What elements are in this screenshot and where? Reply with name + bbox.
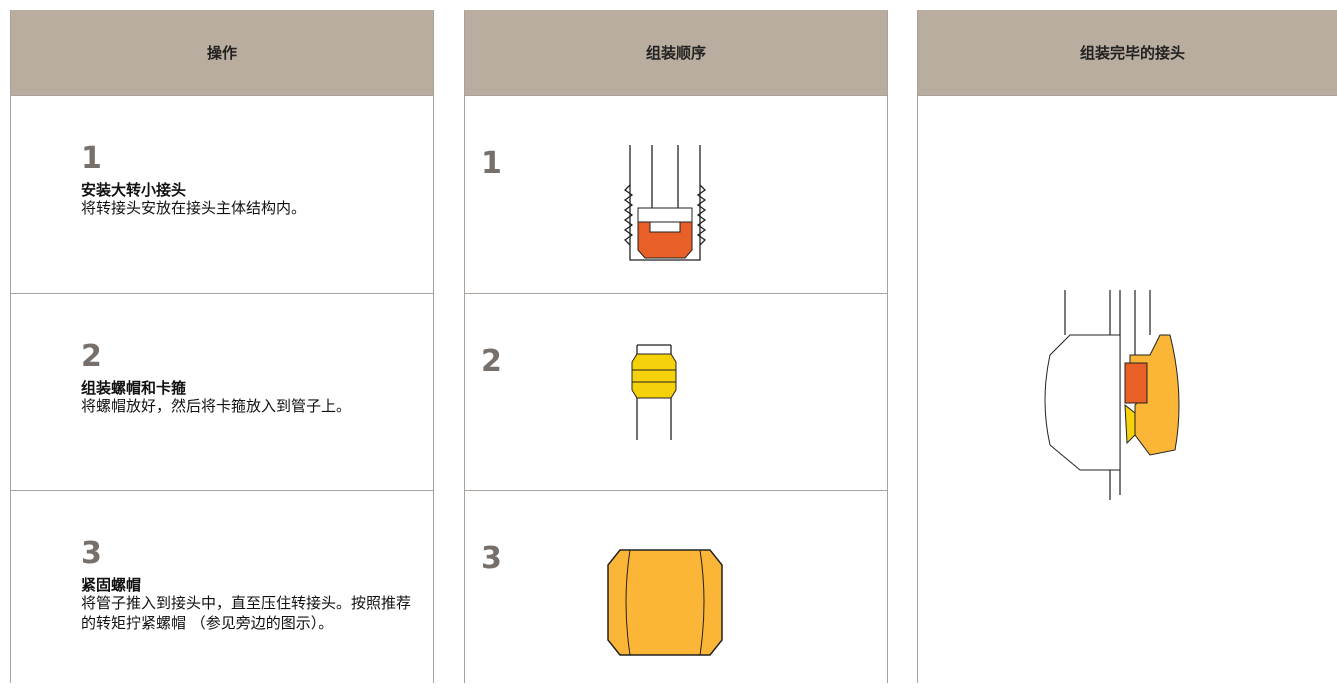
illustration-assembled xyxy=(1044,290,1180,500)
step-title: 安装大转小接头 xyxy=(81,181,187,199)
sequence-number: 1 xyxy=(481,146,502,181)
sequence-column: 组装顺序 1 2 3 xyxy=(464,10,888,683)
illustration-ferrule xyxy=(631,344,677,440)
sequence-number: 2 xyxy=(481,344,502,379)
result-column: 组装完毕的接头 xyxy=(917,10,1337,683)
step-number: 3 xyxy=(81,536,102,571)
step-description: 将管子推入到接头中，直至压住转接头。按照推荐的转矩拧紧螺帽 （参见旁边的图示）。 xyxy=(81,594,412,632)
step-number: 2 xyxy=(81,339,102,374)
column-header: 组装完毕的接头 xyxy=(918,10,1337,95)
step-description: 将螺帽放好，然后将卡箍放入到管子上。 xyxy=(81,397,352,415)
column-header: 操作 xyxy=(11,10,433,95)
result-row xyxy=(918,95,1337,684)
sequence-row: 1 xyxy=(465,95,887,293)
step-row: 1 安装大转小接头 将转接头安放在接头主体结构内。 xyxy=(11,95,433,293)
step-title: 紧固螺帽 xyxy=(81,576,142,594)
step-row: 3 紧固螺帽 将管子推入到接头中，直至压住转接头。按照推荐的转矩拧紧螺帽 （参见旁边… xyxy=(11,490,433,688)
illustration-nut xyxy=(607,549,723,656)
illustration-adapter xyxy=(623,145,707,261)
step-title: 组装螺帽和卡箍 xyxy=(81,379,187,397)
sequence-row: 3 xyxy=(465,490,887,688)
operation-column: 操作 1 安装大转小接头 将转接头安放在接头主体结构内。 2 组装螺帽和卡箍 将螺帽放好，… xyxy=(10,10,434,683)
step-number: 1 xyxy=(81,141,102,176)
step-description: 将转接头安放在接头主体结构内。 xyxy=(81,199,307,217)
column-header: 组装顺序 xyxy=(465,10,887,95)
step-row: 2 组装螺帽和卡箍 将螺帽放好，然后将卡箍放入到管子上。 xyxy=(11,293,433,491)
sequence-row: 2 xyxy=(465,293,887,491)
sequence-number: 3 xyxy=(481,541,502,576)
